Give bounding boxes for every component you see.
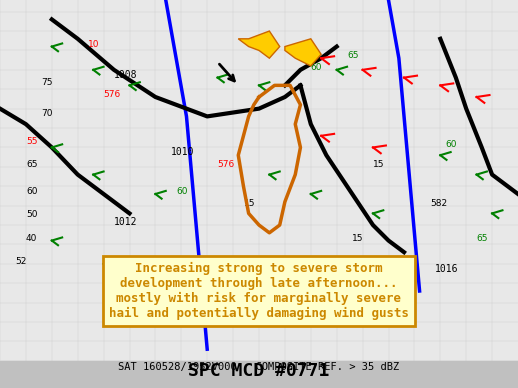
Text: SAT 160528/1952V000   COMPOSITE REF. > 35 dBZ: SAT 160528/1952V000 COMPOSITE REF. > 35 … [119,362,399,372]
Text: 582: 582 [430,199,447,208]
Text: 70: 70 [41,109,53,118]
Polygon shape [285,39,321,66]
Text: 60: 60 [311,63,322,72]
Polygon shape [238,31,280,58]
Text: 1014: 1014 [352,263,376,274]
Text: 65: 65 [477,234,488,242]
Text: 60: 60 [176,187,188,196]
Text: 52: 52 [16,257,27,266]
Text: 576: 576 [104,90,121,99]
Text: 1010: 1010 [171,147,194,157]
Text: 154: 154 [394,257,411,266]
Text: 10: 10 [88,40,99,48]
Text: 576: 576 [218,160,235,169]
Text: 1012: 1012 [114,217,137,227]
Text: 60: 60 [445,140,457,149]
Text: 65: 65 [26,160,37,169]
Text: SPC MCD #0771: SPC MCD #0771 [189,362,329,380]
Text: 40: 40 [26,234,37,242]
Text: 60: 60 [26,187,37,196]
Text: Increasing strong to severe storm
development through late afternoon...
mostly w: Increasing strong to severe storm develo… [109,262,409,320]
Text: 50: 50 [26,210,37,219]
Text: 1016: 1016 [435,263,458,274]
Text: 75: 75 [41,78,53,87]
Text: 65: 65 [249,40,260,48]
Text: 65: 65 [347,51,358,60]
Text: 15: 15 [352,234,364,242]
Text: 55: 55 [26,137,37,146]
Text: 1008: 1008 [114,69,137,80]
Text: 15: 15 [243,199,255,208]
Bar [0,361,518,388]
Text: 15: 15 [373,160,384,169]
